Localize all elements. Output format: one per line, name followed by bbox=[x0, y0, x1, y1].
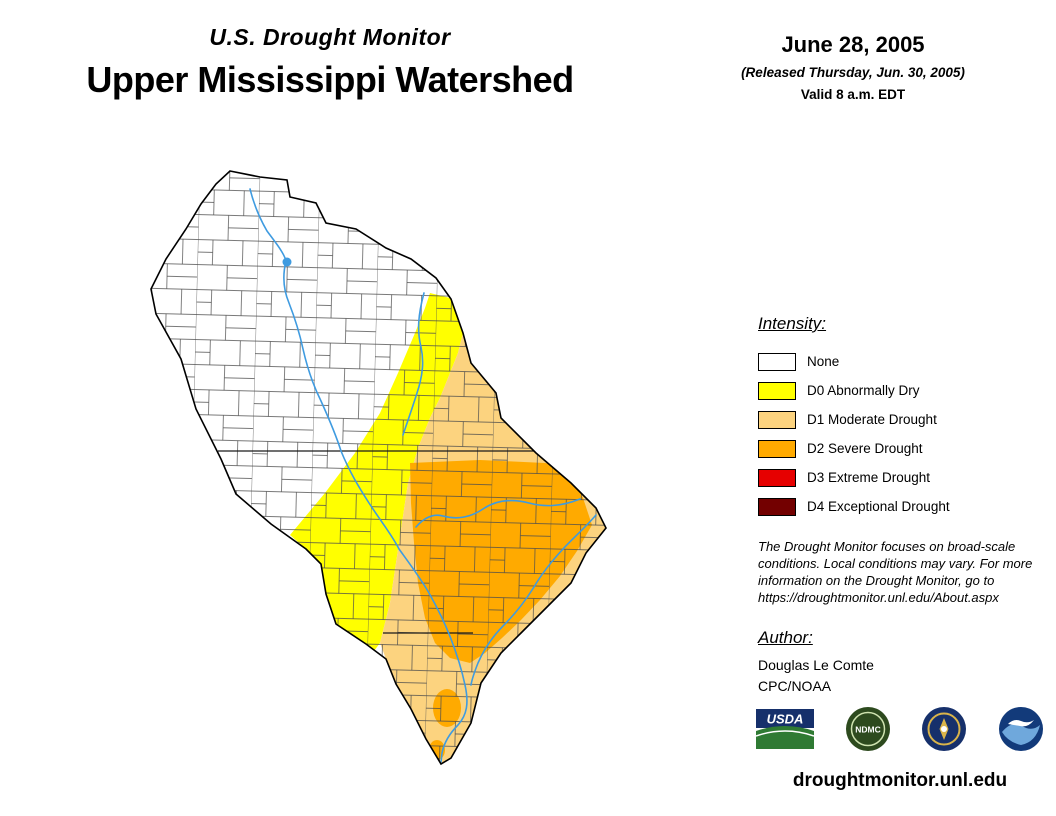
legend-label: D2 Severe Drought bbox=[807, 441, 923, 456]
legend-swatch-d0 bbox=[758, 381, 796, 400]
region-title: Upper Mississippi Watershed bbox=[86, 59, 574, 100]
legend-item-d3: D3 Extreme Drought bbox=[758, 463, 950, 492]
legend-label: None bbox=[807, 354, 840, 369]
agency-logos: USDA NDMC bbox=[756, 706, 1044, 752]
legend-heading: Intensity: bbox=[758, 314, 827, 333]
date-block: June 28, 2005 (Released Thursday, Jun. 3… bbox=[733, 32, 973, 102]
report-title: U.S. Drought Monitor bbox=[209, 24, 451, 50]
legend-item-d0: D0 Abnormally Dry bbox=[758, 376, 950, 405]
state-borders bbox=[218, 450, 538, 634]
author-heading: Author: bbox=[758, 628, 813, 647]
doc-logo bbox=[922, 707, 967, 751]
title-block: U.S. Drought Monitor Upper Mississippi W… bbox=[20, 24, 640, 101]
legend-item-none: None bbox=[758, 347, 950, 376]
release-date: (Released Thursday, Jun. 30, 2005) bbox=[741, 65, 965, 80]
footer-url: droughtmonitor.unl.edu bbox=[792, 770, 1008, 791]
legend-item-d4: D4 Exceptional Drought bbox=[758, 492, 950, 521]
ndmc-logo-text: NDMC bbox=[855, 725, 881, 735]
river-tributary-east bbox=[415, 498, 581, 528]
report-date: June 28, 2005 bbox=[781, 32, 925, 57]
river-tributary-north bbox=[402, 292, 425, 436]
legend-label: D0 Abnormally Dry bbox=[807, 383, 920, 398]
author-name: Douglas Le Comte bbox=[758, 657, 874, 673]
river-tributary-southeast bbox=[470, 514, 597, 686]
legend-swatch-d3 bbox=[758, 468, 796, 487]
legend-item-d1: D1 Moderate Drought bbox=[758, 405, 950, 434]
watershed-map bbox=[150, 170, 607, 766]
valid-time: Valid 8 a.m. EDT bbox=[800, 87, 906, 102]
noaa-logo bbox=[998, 707, 1043, 751]
lake bbox=[282, 257, 292, 267]
legend-swatch-d2 bbox=[758, 439, 796, 458]
usda-logo-text: USDA bbox=[767, 712, 804, 727]
legend-swatch-none bbox=[758, 352, 796, 371]
legend: Intensity: None D0 Abnormally Dry D1 Mod… bbox=[758, 314, 950, 521]
legend-label: D3 Extreme Drought bbox=[807, 470, 931, 485]
watershed-outline bbox=[150, 170, 607, 766]
legend-swatch-d1 bbox=[758, 410, 796, 429]
disclaimer-text: The Drought Monitor focuses on broad-sca… bbox=[758, 539, 1033, 606]
legend-label: D1 Moderate Drought bbox=[807, 412, 937, 427]
author-org: CPC/NOAA bbox=[758, 678, 832, 694]
legend-label: D4 Exceptional Drought bbox=[807, 499, 950, 514]
usda-logo: USDA bbox=[756, 709, 814, 749]
legend-swatch-d4 bbox=[758, 497, 796, 516]
county-lines bbox=[151, 171, 606, 764]
ndmc-logo: NDMC bbox=[845, 707, 890, 751]
legend-item-d2: D2 Severe Drought bbox=[758, 434, 950, 463]
